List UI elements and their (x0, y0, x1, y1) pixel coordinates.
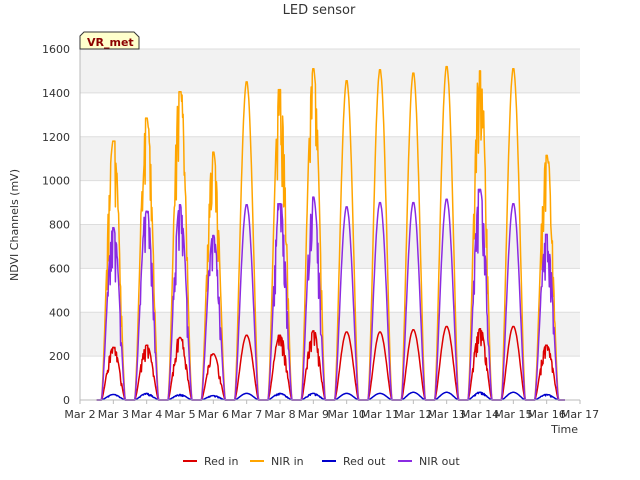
x-tick-label: Mar 16 (528, 408, 566, 421)
x-tick-label: Mar 13 (428, 408, 466, 421)
x-tick-label: Mar 11 (361, 408, 399, 421)
x-tick-label: Mar 4 (131, 408, 162, 421)
x-tick-label: Mar 15 (494, 408, 532, 421)
x-tick-label: Mar 3 (98, 408, 129, 421)
y-axis-label: NDVI Channels (mV) (8, 169, 21, 281)
plot-band (80, 224, 580, 269)
x-tick-labels: Mar 2 Mar 3 Mar 4 Mar 5 Mar 6 Mar 7 Mar 8 Mar 9… (64, 408, 599, 421)
x-tick-label: Mar 2 (64, 408, 95, 421)
x-tick-label: Mar 12 (394, 408, 432, 421)
x-tick-label: Mar 14 (461, 408, 499, 421)
plot-band (80, 312, 580, 357)
y-tick-label: 1600 (42, 43, 70, 56)
y-tick-label: 400 (49, 306, 70, 319)
y-tick-label: 0 (63, 394, 70, 407)
y-tick-label: 1000 (42, 175, 70, 188)
y-tick-label: 1200 (42, 131, 70, 144)
x-tick-label: Mar 8 (264, 408, 295, 421)
y-tick-label: 200 (49, 350, 70, 363)
x-tick-label: Mar 10 (328, 408, 366, 421)
y-tick-label: 600 (49, 262, 70, 275)
x-tick-label: Mar 17 (561, 408, 599, 421)
plot-band (80, 136, 580, 181)
x-tick-label: Mar 7 (231, 408, 262, 421)
plot-band (80, 49, 580, 93)
x-axis-label: Time (550, 423, 578, 436)
badge-label: VR_met (87, 36, 134, 49)
x-tick-label: Mar 6 (198, 408, 229, 421)
x-tick-label: Mar 5 (164, 408, 195, 421)
legend-label: Red in (204, 455, 238, 468)
y-tick-labels: 0 200 400 600 800 1000 1200 1400 1600 (42, 43, 70, 407)
chart-title: LED sensor (283, 3, 356, 18)
axes (79, 49, 581, 404)
x-tick-label: Mar 9 (298, 408, 329, 421)
y-tick-label: 1400 (42, 87, 70, 100)
grid-lines (80, 48, 580, 401)
legend-label: NIR in (271, 455, 304, 468)
badge: VR_met (79, 31, 140, 50)
badge-box (79, 31, 140, 50)
legend: Red in NIR in Red out NIR out (183, 455, 460, 468)
y-tick-label: 800 (49, 219, 70, 232)
legend-label: Red out (343, 455, 386, 468)
legend-label: NIR out (419, 455, 460, 468)
